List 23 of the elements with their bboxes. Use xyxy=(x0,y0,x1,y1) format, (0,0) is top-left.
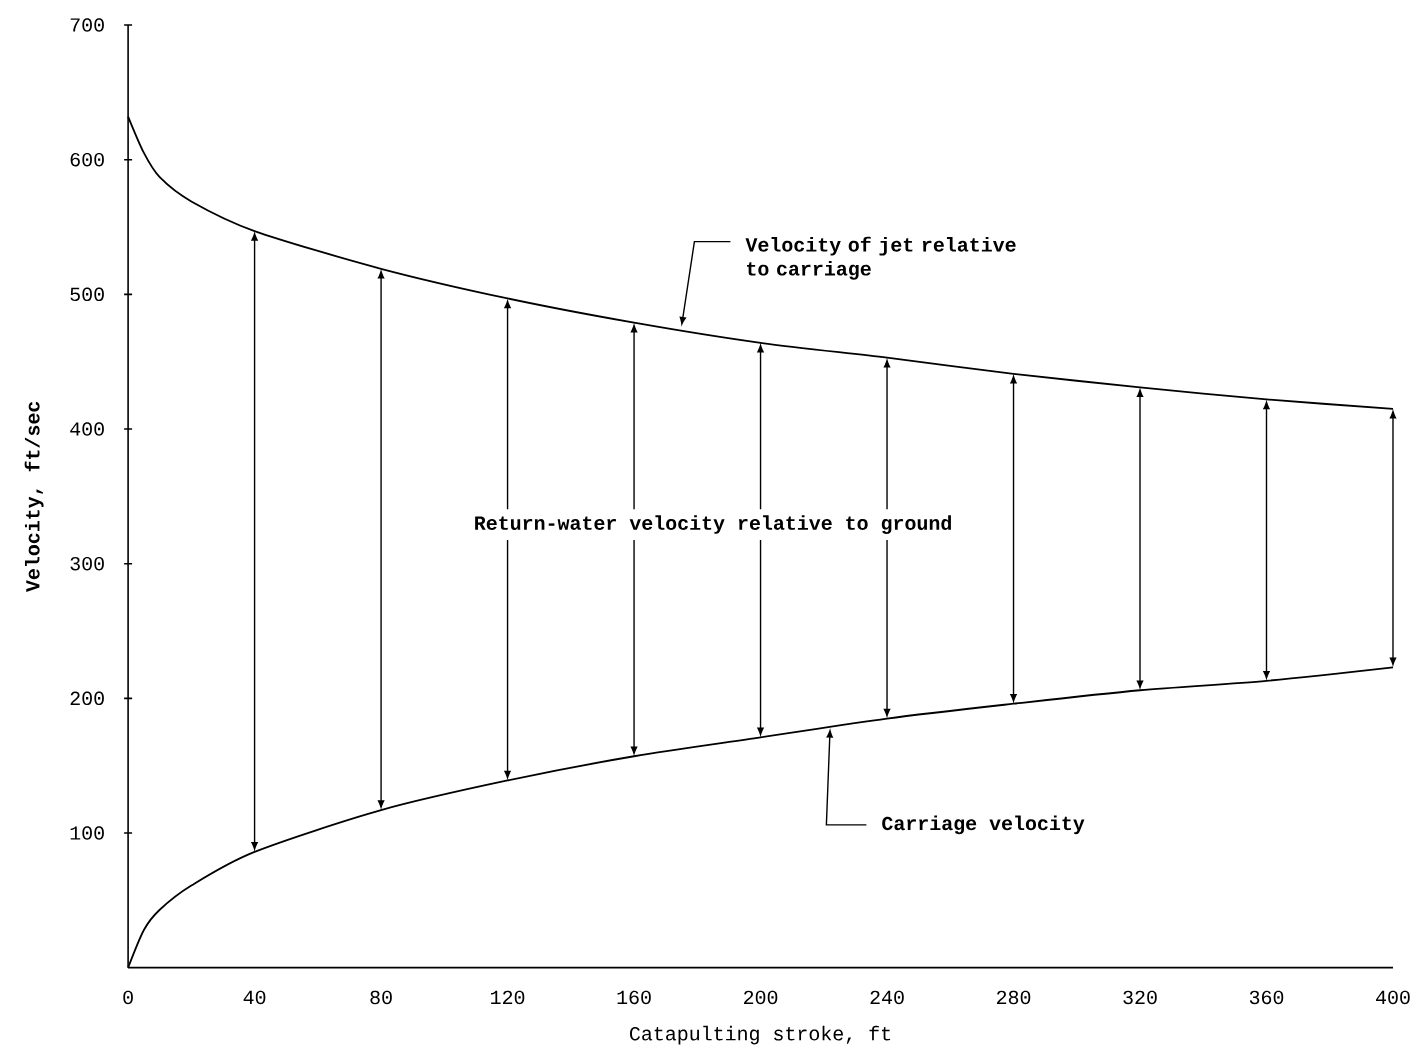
y-tick-label: 600 xyxy=(70,153,104,167)
y-tick-label: 700 xyxy=(70,18,104,32)
annotation: Velocity of jet relative to carriage xyxy=(745,236,1016,280)
y-tick-label: 500 xyxy=(70,287,104,302)
x-tick-label: 0 xyxy=(123,990,133,1005)
x-tick-label: 200 xyxy=(744,990,778,1005)
x-tick-label: 40 xyxy=(243,990,266,1005)
x-tick-label: 80 xyxy=(370,990,392,1005)
x-axis-title: Catapulting stroke, ft xyxy=(630,1025,891,1045)
x-tick-label: 160 xyxy=(617,990,651,1005)
y-tick-label: 100 xyxy=(70,826,104,840)
x-tick-label: 320 xyxy=(1123,990,1157,1005)
y-axis-title: Velocity, ft/sec xyxy=(24,401,44,593)
x-tick-label: 360 xyxy=(1249,990,1284,1005)
annotation: Return-water velocity relative to ground xyxy=(475,515,951,535)
y-tick-label: 400 xyxy=(70,422,104,436)
y-tick-label: 300 xyxy=(70,557,104,571)
y-tick-label: 200 xyxy=(70,691,104,706)
x-tick-label: 280 xyxy=(996,990,1031,1005)
annotation: Carriage velocity xyxy=(882,815,1085,835)
x-tick-label: 120 xyxy=(491,990,525,1005)
x-tick-label: 400 xyxy=(1376,990,1410,1005)
x-tick-label: 240 xyxy=(870,990,904,1005)
